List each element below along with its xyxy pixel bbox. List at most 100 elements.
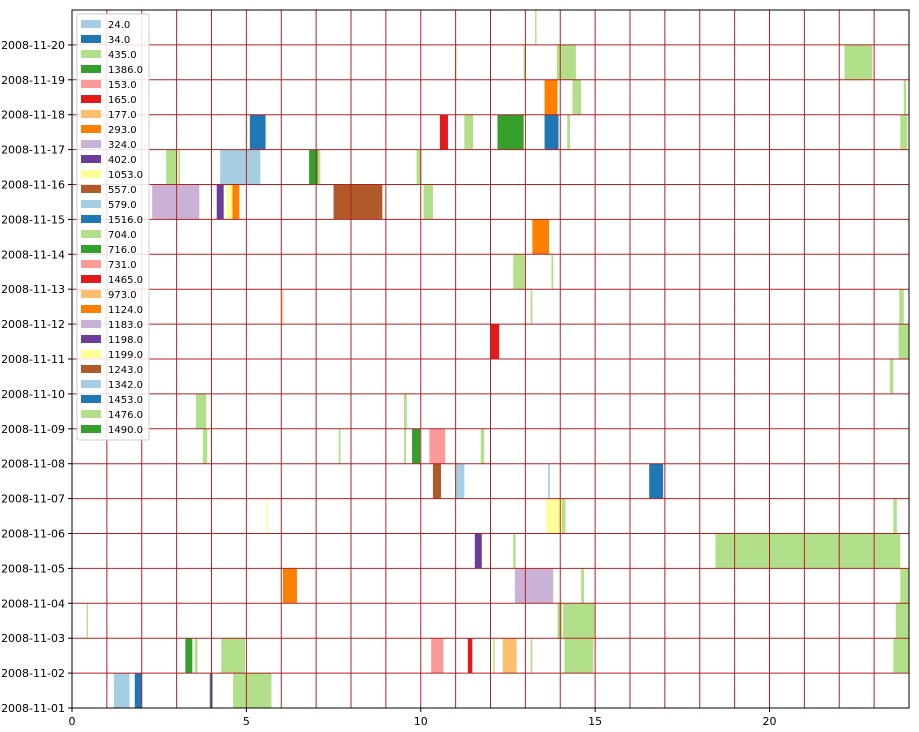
legend-swatch	[81, 395, 101, 403]
bar-2008-11-02-5	[194, 638, 198, 674]
y-tick-labels: 2008-11-01 2008-11-02 2008-11-03 2008-11-04…	[1, 39, 65, 715]
bar-2008-11-17-64	[464, 114, 474, 150]
bar-2008-11-02-10	[502, 638, 517, 674]
bar-2008-11-05-23	[513, 533, 516, 569]
bar-2008-11-04-20	[581, 568, 584, 604]
bar-2008-11-05-24	[715, 533, 901, 569]
legend-swatch	[81, 260, 101, 268]
bar-2008-11-04-21	[900, 568, 909, 604]
bar-2008-11-03-14	[86, 603, 89, 639]
y-tick-label: 2008-11-14	[1, 248, 65, 261]
bar-2008-11-13-47	[513, 254, 525, 290]
legend-label: 324.0	[108, 140, 137, 151]
legend-swatch	[81, 425, 101, 433]
legend-swatch	[81, 155, 101, 163]
bar-2008-11-19-74	[556, 44, 562, 80]
bar-2008-11-16-61	[416, 149, 422, 185]
y-tick-label: 2008-11-11	[1, 353, 65, 366]
bar-2008-11-01-0	[113, 673, 130, 708]
bar-2008-11-15-55	[423, 184, 433, 220]
legend-label: 1199.0	[108, 350, 143, 361]
bar-2008-11-07-32	[649, 463, 664, 499]
bar-2008-11-12-44	[282, 289, 284, 325]
bar-2008-11-13-48	[551, 254, 554, 290]
bar-2008-11-02-8	[467, 638, 473, 674]
legend-label: 402.0	[108, 155, 137, 166]
legend-label: 153.0	[108, 80, 137, 91]
x-tick-label: 20	[763, 715, 777, 728]
bar-2008-11-04-19	[514, 568, 554, 604]
bar-2008-11-20-77	[535, 10, 537, 45]
bar-2008-11-11-42	[490, 324, 500, 359]
y-tick-label: 2008-11-19	[1, 74, 65, 87]
bar-2008-11-02-12	[564, 638, 594, 674]
legend-label: 1124.0	[108, 305, 143, 316]
y-tick-label: 2008-11-01	[1, 702, 65, 715]
y-tick-label: 2008-11-07	[1, 493, 65, 506]
legend-swatch	[81, 335, 101, 343]
bar-2008-11-16-57	[178, 149, 181, 185]
y-tick-label: 2008-11-04	[1, 597, 65, 610]
bar-2008-11-11-43	[898, 324, 909, 359]
y-tick-label: 2008-11-20	[1, 39, 65, 52]
bar-2008-11-06-26	[546, 498, 564, 534]
legend-label: 1465.0	[108, 275, 143, 286]
y-tick-label: 2008-11-10	[1, 388, 65, 401]
bar-2008-11-03-16	[563, 603, 595, 639]
bar-2008-11-08-34	[338, 428, 341, 464]
bar-2008-11-10-41	[889, 359, 894, 394]
legend-swatch	[81, 35, 101, 43]
legend-swatch	[81, 140, 101, 148]
legend-label: 34.0	[108, 35, 130, 46]
bar-2008-11-02-9	[493, 638, 495, 674]
legend-swatch	[81, 320, 101, 328]
bar-2008-11-15-54	[333, 184, 383, 220]
bar-2008-11-01-1	[134, 673, 142, 708]
bar-2008-11-07-31	[548, 463, 550, 499]
legend-label: 731.0	[108, 260, 137, 271]
bar-2008-11-18-70	[572, 79, 582, 115]
legend-swatch	[81, 110, 101, 118]
bar-2008-11-17-67	[567, 114, 571, 150]
bar-2008-11-03-15	[557, 603, 562, 639]
legend-label: 293.0	[108, 125, 137, 136]
legend: 24.0 34.0 435.0 1386.0 153.0 165.0 177.0 293.0 3…	[76, 13, 150, 441]
legend-swatch	[81, 230, 101, 238]
x-tick-label: 5	[243, 715, 250, 728]
bar-2008-11-05-22	[474, 533, 482, 569]
bar-2008-11-15-53	[232, 184, 240, 220]
bar-2008-11-07-30	[455, 463, 465, 499]
legend-label: 1516.0	[108, 215, 143, 226]
legend-box	[76, 13, 150, 441]
legend-swatch	[81, 50, 101, 58]
bar-2008-11-19-75	[561, 44, 576, 80]
y-tick-label: 2008-11-09	[1, 423, 65, 436]
bar-2008-11-06-25	[266, 498, 268, 534]
legend-label: 165.0	[108, 95, 137, 106]
axes-layer	[68, 9, 910, 712]
bar-2008-11-17-68	[900, 114, 908, 150]
bar-2008-11-15-52	[226, 184, 233, 220]
bar-2008-11-15-51	[216, 184, 224, 220]
y-tick-label: 2008-11-05	[1, 562, 65, 575]
bar-2008-11-16-56	[166, 149, 177, 185]
bar-2008-11-01-3	[233, 673, 272, 708]
y-tick-label: 2008-11-06	[1, 528, 65, 541]
bar-2008-11-06-28	[893, 498, 897, 534]
legend-label: 704.0	[108, 230, 137, 241]
legend-label: 557.0	[108, 185, 137, 196]
bar-2008-11-06-27	[561, 498, 566, 534]
bar-2008-11-17-66	[544, 114, 559, 150]
legend-swatch	[81, 65, 101, 73]
y-tick-label: 2008-11-02	[1, 667, 65, 680]
bar-2008-11-16-59	[309, 149, 318, 185]
bar-2008-11-09-39	[195, 393, 207, 429]
bar-2008-11-02-7	[431, 638, 444, 674]
grid-layer	[71, 9, 910, 709]
bar-2008-11-08-35	[404, 428, 407, 464]
legend-label: 24.0	[108, 20, 130, 31]
legend-swatch	[81, 410, 101, 418]
bar-2008-11-08-37	[429, 428, 446, 464]
legend-swatch	[81, 20, 101, 28]
bar-2008-11-12-46	[899, 289, 904, 325]
